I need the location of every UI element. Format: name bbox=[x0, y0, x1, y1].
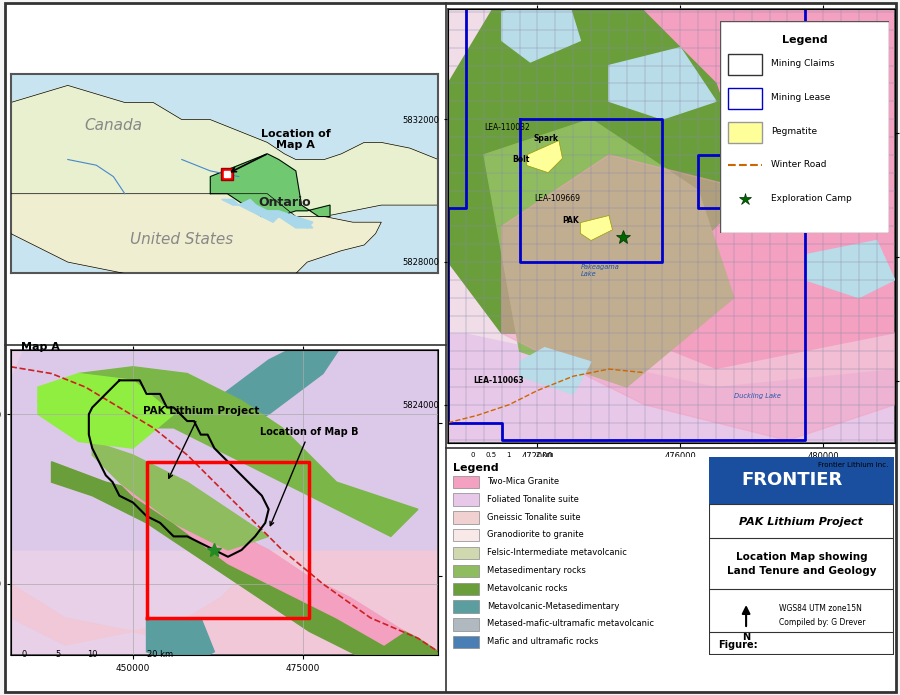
Bar bbox=[454, 619, 479, 630]
Bar bbox=[709, 457, 894, 504]
Bar bbox=[454, 600, 479, 613]
Text: Metasedimentary rocks: Metasedimentary rocks bbox=[487, 566, 586, 575]
Polygon shape bbox=[302, 222, 313, 228]
Text: Granodiorite to granite: Granodiorite to granite bbox=[487, 530, 583, 539]
Text: United States: United States bbox=[130, 232, 233, 247]
Polygon shape bbox=[221, 199, 239, 205]
Text: Frontier Lithium Inc.: Frontier Lithium Inc. bbox=[818, 461, 888, 468]
Text: Compiled by: G Drever: Compiled by: G Drever bbox=[779, 618, 866, 627]
Bar bbox=[454, 493, 479, 506]
Polygon shape bbox=[519, 348, 591, 394]
Text: Map A: Map A bbox=[21, 342, 60, 352]
Text: Metased-mafic-ultramafic metavolcanic: Metased-mafic-ultramafic metavolcanic bbox=[487, 619, 653, 628]
Text: PAK Lithium Project: PAK Lithium Project bbox=[142, 407, 259, 478]
Text: Legend: Legend bbox=[454, 463, 499, 473]
Polygon shape bbox=[526, 140, 562, 172]
Polygon shape bbox=[238, 199, 256, 211]
Polygon shape bbox=[580, 215, 613, 240]
Polygon shape bbox=[502, 155, 895, 441]
Text: Pegmatite: Pegmatite bbox=[770, 126, 817, 136]
Polygon shape bbox=[11, 496, 438, 672]
Polygon shape bbox=[448, 334, 895, 476]
Text: Spark: Spark bbox=[534, 133, 559, 142]
Polygon shape bbox=[51, 461, 438, 672]
Bar bbox=[454, 529, 479, 541]
Bar bbox=[454, 565, 479, 577]
Polygon shape bbox=[250, 205, 279, 222]
Polygon shape bbox=[502, 0, 580, 62]
Text: Location of Map B: Location of Map B bbox=[260, 427, 358, 525]
Text: Legend: Legend bbox=[782, 35, 827, 44]
Polygon shape bbox=[147, 618, 214, 665]
Text: FRONTIER: FRONTIER bbox=[742, 471, 842, 489]
Polygon shape bbox=[806, 240, 895, 297]
Text: Figure:: Figure: bbox=[718, 640, 758, 650]
Text: 0: 0 bbox=[22, 651, 27, 659]
Text: N: N bbox=[742, 632, 751, 642]
Text: Bolt: Bolt bbox=[512, 155, 530, 164]
Bar bbox=[454, 475, 479, 488]
Text: PAK Lithium Project: PAK Lithium Project bbox=[740, 517, 863, 527]
Text: Canada: Canada bbox=[85, 117, 142, 133]
Polygon shape bbox=[214, 333, 350, 441]
Polygon shape bbox=[448, 0, 752, 297]
Text: Ontario: Ontario bbox=[258, 196, 310, 208]
Text: Metavolcanic rocks: Metavolcanic rocks bbox=[487, 584, 567, 593]
Text: 0.5: 0.5 bbox=[485, 452, 497, 457]
Text: Gneissic Tonalite suite: Gneissic Tonalite suite bbox=[487, 512, 580, 521]
Text: LEA-109669: LEA-109669 bbox=[534, 194, 580, 203]
Text: Exploration Camp: Exploration Camp bbox=[770, 195, 851, 204]
Bar bbox=[454, 512, 479, 523]
Polygon shape bbox=[448, 83, 716, 334]
Text: Duckling Lake: Duckling Lake bbox=[734, 393, 781, 399]
Text: 20 km: 20 km bbox=[147, 651, 173, 659]
Text: Location of
Map A: Location of Map A bbox=[231, 129, 330, 172]
Text: 2 km: 2 km bbox=[536, 452, 554, 457]
Polygon shape bbox=[92, 441, 269, 550]
Bar bbox=[728, 54, 762, 75]
Text: 0: 0 bbox=[471, 452, 475, 457]
Text: PAK: PAK bbox=[562, 215, 580, 224]
Text: LEA-110063: LEA-110063 bbox=[473, 377, 524, 385]
Polygon shape bbox=[38, 367, 418, 537]
Bar bbox=[454, 582, 479, 595]
Text: 1: 1 bbox=[507, 452, 511, 457]
Bar bbox=[454, 636, 479, 648]
Bar bbox=[728, 88, 762, 109]
Text: Metavolcanic-Metasedimentary: Metavolcanic-Metasedimentary bbox=[487, 602, 619, 611]
Polygon shape bbox=[38, 373, 174, 448]
Text: Mining Claims: Mining Claims bbox=[770, 59, 834, 67]
Polygon shape bbox=[484, 119, 734, 387]
Text: 5: 5 bbox=[56, 651, 61, 659]
Text: LEA-110032: LEA-110032 bbox=[484, 123, 530, 132]
Text: Location Map showing
Land Tenure and Geology: Location Map showing Land Tenure and Geo… bbox=[726, 552, 877, 575]
Text: WGS84 UTM zone15N: WGS84 UTM zone15N bbox=[779, 604, 862, 613]
Text: Winter Road: Winter Road bbox=[770, 161, 826, 170]
Text: Felsic-Intermediate metavolcanic: Felsic-Intermediate metavolcanic bbox=[487, 548, 626, 557]
Bar bbox=[728, 122, 762, 142]
Polygon shape bbox=[11, 85, 438, 217]
Polygon shape bbox=[609, 48, 716, 119]
Text: 10: 10 bbox=[87, 651, 97, 659]
Bar bbox=[454, 547, 479, 559]
Text: Mafic and ultramafic rocks: Mafic and ultramafic rocks bbox=[487, 637, 598, 646]
Text: Pakeagama
Lake: Pakeagama Lake bbox=[580, 264, 619, 277]
Polygon shape bbox=[120, 482, 404, 645]
Text: Two-Mica Granite: Two-Mica Granite bbox=[487, 477, 559, 486]
Polygon shape bbox=[11, 194, 382, 274]
Polygon shape bbox=[11, 333, 438, 550]
Polygon shape bbox=[267, 211, 313, 228]
Text: Foliated Tonalite suite: Foliated Tonalite suite bbox=[487, 495, 579, 504]
Text: Mining Lease: Mining Lease bbox=[770, 92, 830, 101]
Polygon shape bbox=[211, 154, 330, 217]
Polygon shape bbox=[770, 65, 877, 133]
Polygon shape bbox=[448, 0, 895, 369]
